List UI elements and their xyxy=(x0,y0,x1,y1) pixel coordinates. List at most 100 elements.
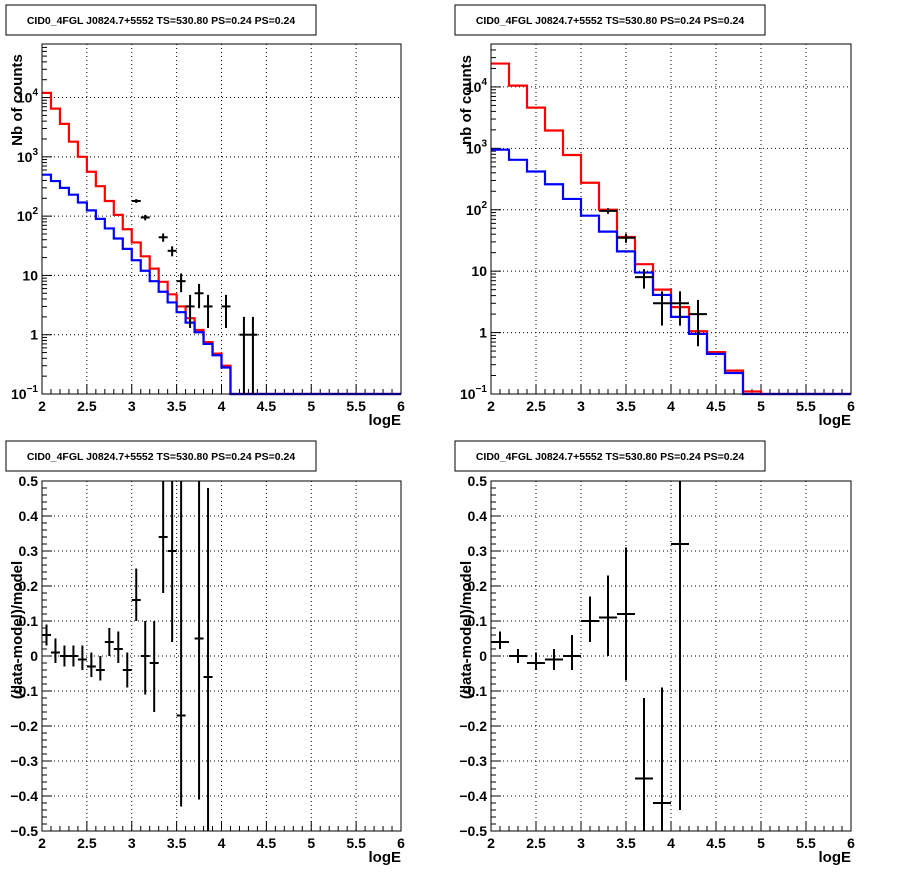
x-tick-label: 4.5 xyxy=(706,398,726,414)
plot-area xyxy=(491,44,851,394)
data-point xyxy=(158,233,168,242)
plot-frame xyxy=(41,43,402,395)
x-tick-label: 5.5 xyxy=(346,835,366,851)
data-point xyxy=(42,624,51,646)
x-tick-label: 4 xyxy=(218,835,226,851)
title-box xyxy=(454,4,766,36)
title-box xyxy=(5,4,317,36)
plot-frame xyxy=(490,43,852,395)
y-axis-label: (data-model)/model xyxy=(9,561,26,699)
y-tick-label: 0.5 xyxy=(19,473,39,489)
x-tick-label: 4.5 xyxy=(257,835,277,851)
y-tick-label: 0.3 xyxy=(19,543,39,559)
data-point xyxy=(491,631,509,649)
data-point xyxy=(671,291,689,326)
data-point xyxy=(194,481,204,800)
x-tick-label: 5.5 xyxy=(796,398,816,414)
y-tick-label: 1 xyxy=(479,325,487,341)
y-tick-label: −0.5 xyxy=(10,823,38,839)
y-tick-label: 0.3 xyxy=(468,543,488,559)
x-tick-label: 3.5 xyxy=(616,398,636,414)
y-tick-label: 102 xyxy=(17,206,39,224)
x-tick-label: 2.5 xyxy=(526,398,546,414)
data-point xyxy=(167,246,177,257)
y-tick-label: −0.4 xyxy=(459,788,487,804)
chart-panel-bottom-left: 2 2.5 3 3.5 4 4.5 5 5.5 6 −0.5 −0.4 −0.3 −0.2 −0.1 0 0.… xyxy=(5,440,405,866)
data-point xyxy=(635,269,653,289)
y-tick-label: 10−1 xyxy=(11,384,38,402)
data-point xyxy=(104,628,114,656)
x-tick-label: 5.5 xyxy=(346,398,366,414)
y-tick-label: 0.4 xyxy=(19,508,39,524)
title-box xyxy=(454,440,766,472)
y-tick-label: −0.3 xyxy=(10,753,38,769)
x-tick-label: 3.5 xyxy=(616,835,636,851)
data-point xyxy=(599,208,617,214)
title-box xyxy=(5,440,317,472)
x-tick-label: 2 xyxy=(487,835,495,851)
x-tick-label: 5 xyxy=(307,835,315,851)
y-tick-label: 0.2 xyxy=(468,578,488,594)
x-tick-label: 6 xyxy=(397,835,405,851)
data-point xyxy=(122,652,132,688)
x-tick-label: 2.5 xyxy=(526,835,546,851)
x-tick-label: 4.5 xyxy=(706,835,726,851)
x-tick-label: 6 xyxy=(397,398,405,414)
chart-panel-top-right: 2 2.5 3 3.5 4 4.5 5 5.5 6 10−1 1 10 102 103 104 logE nb … xyxy=(454,4,855,429)
x-tick-label: 6 xyxy=(847,398,855,414)
y-tick-label: 103 xyxy=(17,147,39,165)
y-tick-label: 103 xyxy=(466,138,488,156)
y-tick-label: 0.1 xyxy=(468,613,488,629)
data-point xyxy=(68,645,78,667)
chart-title: CID0_4FGL J0824.7+5552 TS=530.80 PS=0.24… xyxy=(27,451,295,463)
data-point xyxy=(617,233,635,243)
y-tick-label: 0.5 xyxy=(468,473,488,489)
x-tick-label: 4 xyxy=(218,398,226,414)
y-tick-label: −0.4 xyxy=(10,788,38,804)
y-tick-label: −0.2 xyxy=(459,718,487,734)
y-tick-label: 0 xyxy=(30,648,38,664)
y-tick-label: −0.5 xyxy=(459,823,487,839)
x-tick-label: 3 xyxy=(128,398,136,414)
x-tick-label: 3.5 xyxy=(167,398,187,414)
x-tick-label: 3 xyxy=(128,835,136,851)
data-point xyxy=(113,631,123,663)
data-point xyxy=(617,547,635,681)
chart-title: CID0_4FGL J0824.7+5552 TS=530.80 PS=0.24… xyxy=(476,451,744,463)
data-point xyxy=(194,283,204,309)
chart-panel-top-left: 2 2.5 3 3.5 4 4.5 5 5.5 6 10−1 1 10 102 103 104 logE Nb … xyxy=(5,4,405,429)
x-axis-label: logE xyxy=(369,849,402,866)
plot-frame xyxy=(41,480,402,832)
data-point xyxy=(203,294,213,328)
data-point xyxy=(635,698,653,831)
data-point xyxy=(248,316,258,394)
data-point xyxy=(221,294,231,328)
x-tick-label: 4 xyxy=(667,835,675,851)
y-tick-label: −0.2 xyxy=(10,718,38,734)
data-point xyxy=(131,568,141,621)
chart-title: CID0_4FGL J0824.7+5552 TS=530.80 PS=0.24… xyxy=(27,15,295,27)
data-point xyxy=(653,291,671,326)
data-point xyxy=(131,199,141,203)
y-tick-label: 104 xyxy=(17,88,39,106)
x-tick-label: 4 xyxy=(667,398,675,414)
x-tick-label: 6 xyxy=(847,835,855,851)
y-axis-label: nb of counts xyxy=(458,55,475,145)
data-point xyxy=(671,481,689,810)
y-tick-label: 0 xyxy=(479,648,487,664)
data-point xyxy=(545,649,563,670)
data-point xyxy=(689,299,707,347)
x-tick-label: 3 xyxy=(577,835,585,851)
data-point xyxy=(203,488,213,831)
y-tick-label: −0.3 xyxy=(459,753,487,769)
x-tick-label: 5.5 xyxy=(796,835,816,851)
x-axis-label: logE xyxy=(369,412,402,429)
chart-panel-bottom-right: 2 2.5 3 3.5 4 4.5 5 5.5 6 −0.5 −0.4 −0.3 −0.2 −0.1 0 0.… xyxy=(454,440,855,866)
y-tick-label: −0.1 xyxy=(459,683,487,699)
data-point xyxy=(95,656,105,681)
plot-frame xyxy=(490,480,852,832)
data-point xyxy=(77,645,87,670)
data-point xyxy=(563,635,581,670)
x-tick-label: 5 xyxy=(757,835,765,851)
x-tick-label: 4.5 xyxy=(257,398,277,414)
